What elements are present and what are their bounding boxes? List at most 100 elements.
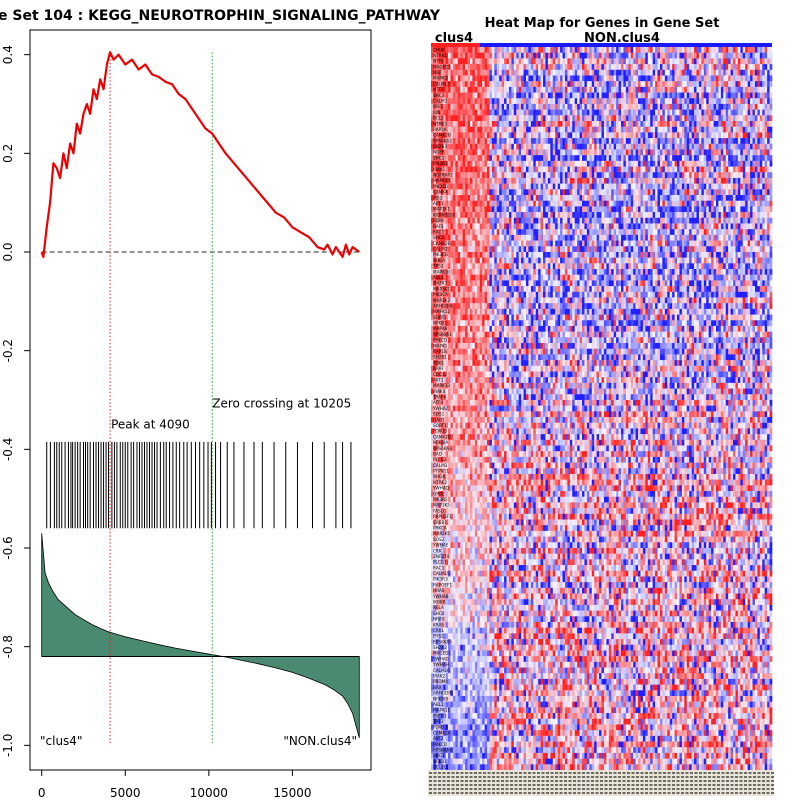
- heatmap-cell: [764, 64, 768, 71]
- heatmap-cell: [708, 121, 712, 127]
- heatmap-cell: [701, 98, 705, 105]
- heatmap-cell: [659, 121, 663, 127]
- heatmap-cell: [684, 109, 688, 116]
- heatmap-cell: [577, 229, 580, 236]
- heatmap-cell: [618, 126, 622, 133]
- heatmap-cell: [652, 98, 656, 105]
- heatmap-cell: [538, 155, 541, 162]
- heatmap-cell: [445, 229, 449, 236]
- heatmap-cell: [737, 69, 741, 76]
- heatmap-cell: [596, 212, 600, 219]
- heatmap-cell: [472, 149, 476, 156]
- heatmap-cell: [715, 240, 719, 247]
- heatmap-cell: [465, 126, 468, 133]
- heatmap-cell: [577, 103, 580, 110]
- heatmap-cell: [496, 160, 500, 167]
- heatmap-cell: [706, 138, 709, 145]
- heatmap-cell: [484, 206, 488, 213]
- heatmap-cell: [667, 212, 670, 219]
- heatmap-cell: [698, 200, 702, 207]
- heatmap-cell: [662, 177, 666, 184]
- heatmap-cell: [431, 172, 434, 179]
- heatmap-cell: [555, 64, 558, 71]
- heatmap-cell: [448, 206, 451, 213]
- heatmap-cell: [528, 143, 532, 150]
- heatmap-cell: [625, 98, 629, 105]
- heatmap-cell: [630, 189, 634, 196]
- heatmap-cell: [467, 103, 471, 110]
- heatmap-cell: [733, 155, 736, 162]
- heatmap-cell: [538, 149, 541, 156]
- heatmap-cell: [521, 189, 524, 196]
- heatmap-cell: [677, 172, 680, 179]
- heatmap-cell: [579, 160, 583, 167]
- heatmap-cell: [679, 217, 683, 224]
- heatmap-cell: [706, 234, 709, 241]
- heatmap-cell: [689, 155, 692, 162]
- heatmap-cell: [603, 229, 607, 236]
- heatmap-cell: [608, 75, 612, 82]
- heatmap-cell: [633, 166, 636, 173]
- heatmap-cell: [494, 149, 498, 156]
- heatmap-cell: [552, 166, 556, 173]
- heatmap-cell: [577, 47, 580, 53]
- heatmap-cell: [764, 223, 768, 230]
- heatmap-cell: [433, 240, 437, 247]
- heatmap-cell: [491, 103, 495, 110]
- heatmap-cell: [552, 149, 556, 156]
- heatmap-cell: [733, 229, 736, 236]
- heatmap-cell: [606, 143, 610, 150]
- heatmap-cell: [669, 64, 673, 71]
- heatmap-cell: [623, 155, 627, 162]
- heatmap-cell: [767, 92, 770, 99]
- heatmap-cell: [591, 195, 595, 202]
- heatmap-cell: [445, 132, 449, 139]
- heatmap-cell: [557, 86, 561, 93]
- heatmap-cell: [711, 217, 714, 224]
- heatmap-cell: [657, 223, 661, 230]
- heatmap-cell: [557, 229, 561, 236]
- heatmap-cell: [516, 229, 519, 236]
- heatmap-cell: [508, 229, 512, 236]
- heatmap-cell: [674, 206, 678, 213]
- heatmap-cell: [659, 115, 663, 122]
- heatmap-cell: [479, 47, 483, 53]
- heatmap-cell: [438, 52, 442, 59]
- heatmap-cell: [508, 132, 512, 139]
- heatmap-cell: [594, 143, 597, 150]
- heatmap-cell: [582, 240, 585, 247]
- heatmap-cell: [450, 217, 454, 224]
- heatmap-cell: [706, 166, 709, 173]
- heatmap-cell: [679, 69, 683, 76]
- heatmap-cell: [735, 229, 739, 236]
- heatmap-cell: [445, 109, 449, 116]
- heatmap-cell: [506, 183, 510, 190]
- heatmap-cell: [708, 206, 712, 213]
- heatmap-cell: [579, 86, 583, 93]
- heatmap-cell: [655, 126, 658, 133]
- heatmap-cell: [499, 143, 502, 150]
- heatmap-cell: [706, 206, 709, 213]
- heatmap-cell: [708, 183, 712, 190]
- heatmap-cell: [628, 160, 632, 167]
- heatmap-cell: [435, 109, 439, 116]
- heatmap-cell: [616, 240, 619, 247]
- heatmap-cell: [672, 166, 675, 173]
- heatmap-cell: [640, 172, 644, 179]
- heatmap-cell: [623, 160, 627, 167]
- heatmap-cell: [596, 132, 600, 139]
- heatmap-cell: [506, 75, 510, 82]
- heatmap-cell: [623, 234, 627, 241]
- heatmap-cell: [645, 143, 649, 150]
- heatmap-cell: [457, 132, 461, 139]
- heatmap-cell: [638, 172, 641, 179]
- heatmap-cell: [723, 160, 727, 167]
- heatmap-cells: [431, 47, 773, 771]
- heatmap-cell: [562, 58, 566, 65]
- heatmap-cell: [547, 229, 551, 236]
- heatmap-cell: [586, 81, 590, 88]
- heatmap-cell: [720, 103, 724, 110]
- heatmap-cell: [477, 115, 481, 122]
- heatmap-cell: [642, 166, 646, 173]
- heatmap-cell: [431, 149, 434, 156]
